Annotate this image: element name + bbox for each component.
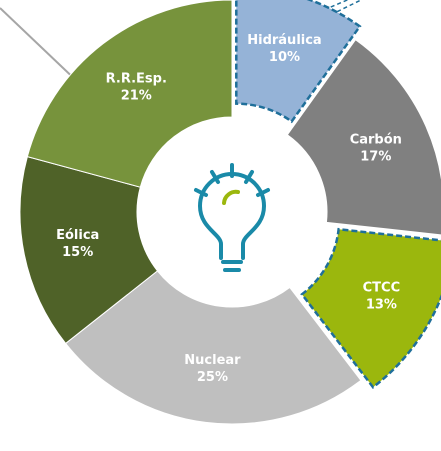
value-label: 25% (197, 370, 228, 385)
slice (300, 227, 441, 389)
value-label: 10% (269, 50, 300, 65)
ray (256, 188, 270, 197)
slice-label: R.R.Esp. (106, 71, 167, 86)
ray (210, 170, 220, 184)
slice (286, 39, 441, 236)
slice (26, 0, 233, 188)
slice-label: CTCC (363, 281, 401, 296)
slice-label: Carbón (350, 132, 402, 147)
bulb-icon (194, 163, 270, 272)
bulb (197, 172, 267, 260)
value-label: 21% (121, 88, 152, 103)
slices: Hidráulica 10% Carbón 17% CTCC 13% Nuclear 25% E… (19, 0, 441, 425)
bulb-glint (222, 189, 240, 205)
slice (64, 270, 362, 425)
value-label: 13% (366, 298, 397, 313)
ray (244, 170, 254, 184)
value-label: 15% (62, 245, 93, 260)
slice (19, 155, 159, 345)
slice (235, 0, 362, 124)
ray (194, 188, 208, 197)
slice-label: Eólica (56, 228, 99, 243)
value-label: 17% (360, 149, 391, 164)
slice-label: Nuclear (184, 353, 241, 368)
pointer-line (0, 7, 83, 87)
slice-label: Hidráulica (247, 33, 321, 48)
